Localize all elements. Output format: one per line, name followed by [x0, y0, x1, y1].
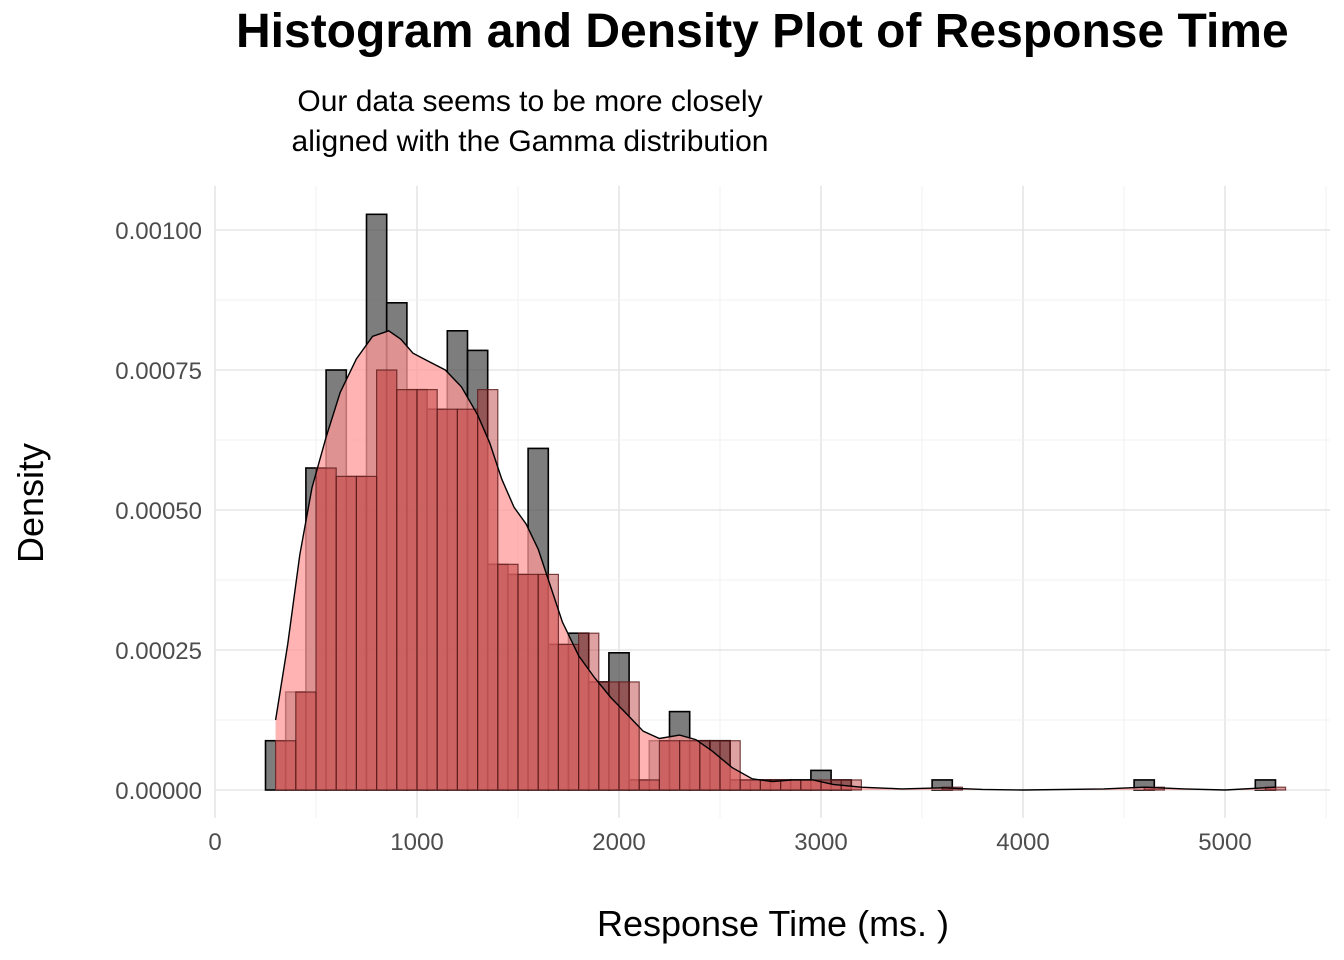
density-curve-layer	[275, 330, 1276, 790]
y-tick-label: 0.00000	[115, 778, 202, 805]
x-tick-label: 2000	[592, 829, 645, 856]
chart-subtitle: Our data seems to be more closely aligne…	[250, 82, 810, 162]
overlay-bar	[436, 408, 459, 791]
overlay-bar	[577, 632, 600, 791]
overlay-bar	[355, 475, 378, 791]
overlay-bar	[497, 563, 519, 791]
y-tick-label: 0.00025	[115, 638, 202, 665]
overlay-bar	[658, 740, 681, 791]
overlay-bar	[779, 779, 802, 791]
overlay-bar	[396, 389, 418, 791]
chart-subtitle-line-2: aligned with the Gamma distribution	[291, 125, 769, 158]
y-tick-label: 0.00100	[115, 218, 202, 245]
overlay-bar	[315, 467, 337, 791]
overlay-histogram	[274, 330, 1287, 791]
y-tick-label: 0.00075	[115, 358, 202, 385]
overlay-bar	[456, 408, 479, 791]
y-tick-label: 0.00050	[115, 498, 202, 525]
chart-subtitle-line-1: Our data seems to be more closely	[297, 85, 763, 118]
overlay-bar	[638, 779, 661, 791]
y-axis-label: Density	[10, 443, 51, 563]
x-tick-label: 3000	[794, 829, 847, 856]
overlay-bar	[739, 779, 762, 791]
chart-title: Histogram and Density Plot of Response T…	[236, 5, 1289, 58]
overlay-bar	[376, 369, 398, 791]
overlay-bar	[295, 691, 317, 791]
overlay-bar	[275, 740, 297, 791]
overlay-bar	[598, 681, 620, 791]
x-tick-label: 4000	[996, 829, 1049, 856]
density-area	[275, 330, 1276, 790]
density-line	[274, 330, 1276, 791]
overlay-bar	[699, 740, 721, 791]
x-axis-label: Response Time (ms. )	[597, 903, 949, 944]
overlay-bar	[618, 681, 640, 791]
axis-ticks: 0 1000 2000 3000 4000 5000 0.00000 0.00025 0.000…	[115, 218, 1251, 856]
overlay-bar	[557, 643, 580, 791]
overlay-bar	[335, 475, 358, 791]
x-tick-label: 5000	[1198, 829, 1251, 856]
overlay-bar	[477, 389, 499, 791]
x-tick-label: 1000	[390, 829, 443, 856]
overlay-bar	[416, 389, 438, 791]
overlay-bar	[517, 573, 539, 791]
overlay-bar	[678, 740, 701, 791]
x-tick-label: 0	[208, 829, 221, 856]
overlay-bar	[537, 573, 560, 791]
